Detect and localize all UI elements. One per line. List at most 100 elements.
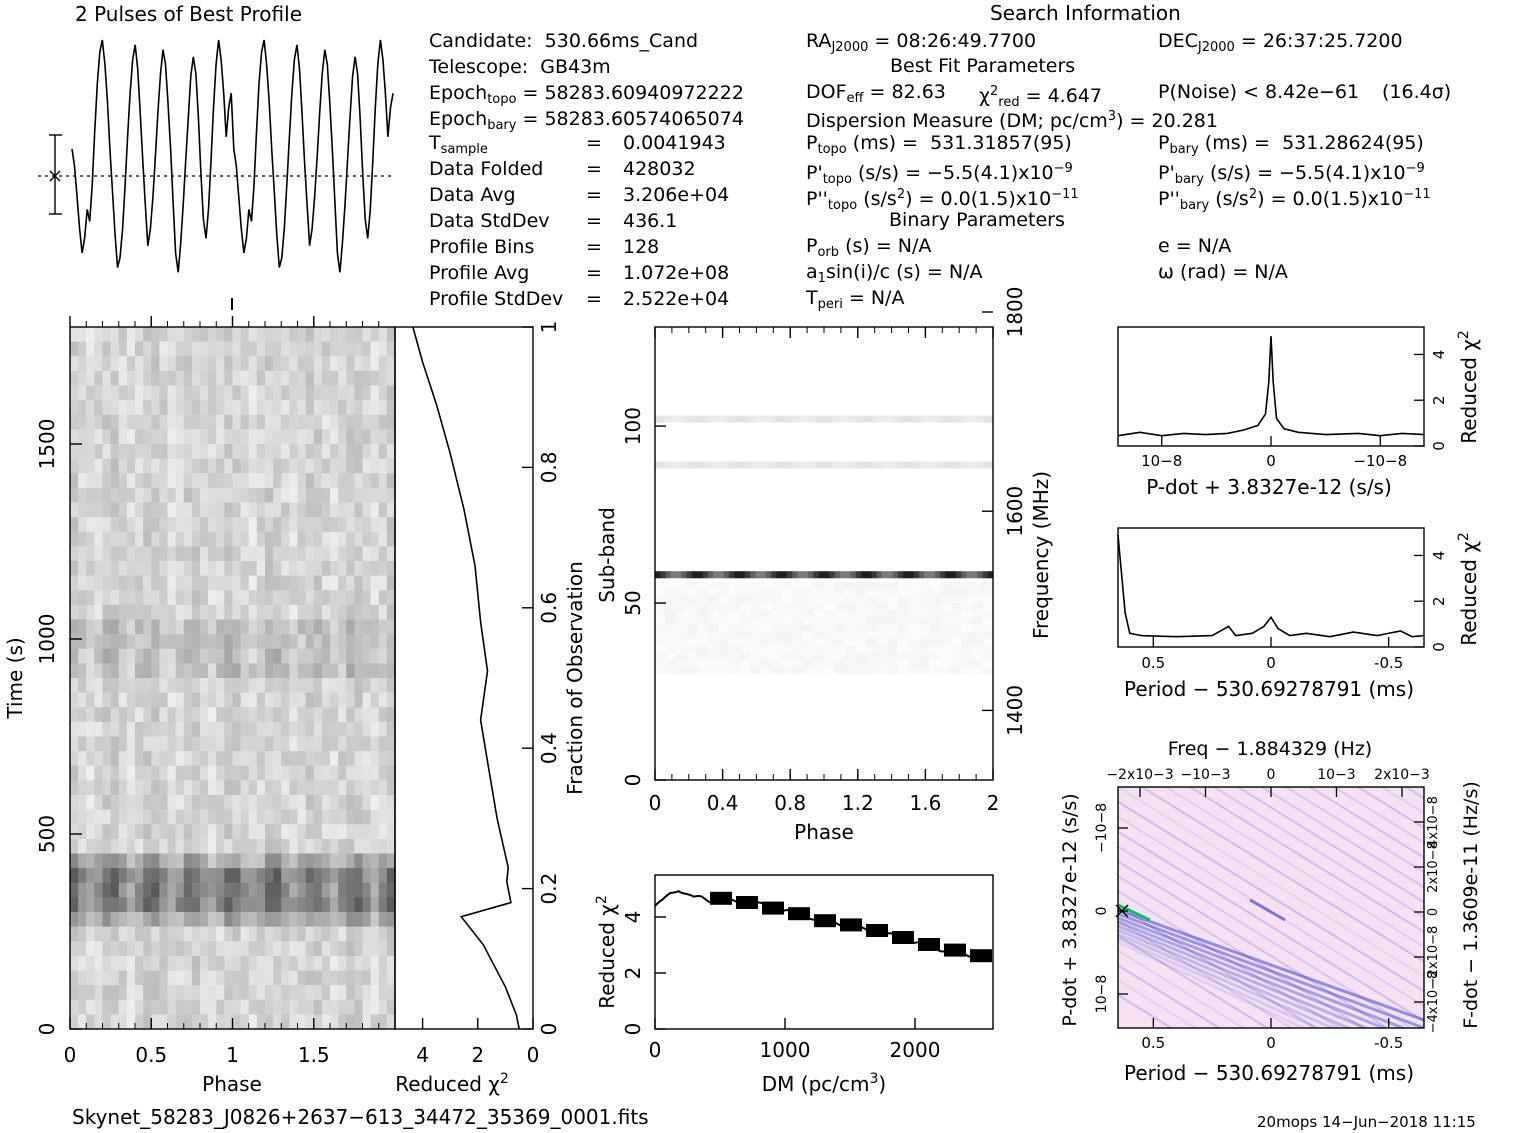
heatmap-cell [289,751,298,767]
heatmap-cell [354,795,363,810]
heatmap-cell [183,634,193,650]
subband-cell [929,652,941,660]
heatmap-cell [151,912,160,927]
subband-cell [966,461,973,469]
heatmap-cell [78,575,87,591]
heatmap-cell [102,634,111,650]
heatmap-cell [362,678,371,693]
heatmap-cell [305,517,315,533]
dm-sup: 3 [1107,109,1117,124]
heatmap-cell [94,517,103,533]
heatmap-cell [240,327,250,342]
heatmap-cell [362,517,371,533]
heatmap-cell [248,400,258,416]
heatmap-cell [321,429,331,445]
heatmap-cell [126,634,136,650]
heatmap-cell [273,356,282,372]
subband-cell [697,588,709,597]
heatmap-cell [86,473,95,489]
heatmap-cell [297,341,306,357]
subband-cell [908,610,920,618]
heatmap-cell [118,414,128,430]
heatmap-cell [378,751,388,767]
heatmap-cell [338,487,347,503]
heatmap-cell [175,634,185,650]
x-tick-label: 4 [416,1043,429,1067]
epoch-topo-sub: topo [487,92,517,107]
subband-cell [950,617,962,625]
heatmap-cell [240,707,250,723]
subband-cell [855,603,867,611]
heatmap-cell [183,868,193,884]
subband-cell [966,415,973,423]
heatmap-cell [256,634,266,650]
heatmap-cell [232,912,241,927]
subband-cell [940,461,946,469]
subband-cell [971,461,978,469]
heatmap-cell [248,809,258,825]
subband-cell [655,638,666,646]
heatmap-cell [346,487,355,503]
map-stripe [1309,787,1424,859]
heatmap-cell [126,327,136,342]
heatmap-cell [265,327,274,342]
heatmap-cell [167,824,176,840]
subband-cell [728,603,740,611]
subband-cell [866,588,878,597]
heatmap-cell [240,985,250,1001]
heatmap-cell [321,414,331,430]
heatmap-cell [362,648,371,664]
subband-cell [913,461,920,469]
heatmap-cell [265,502,274,518]
heatmap-cell [143,707,152,723]
heatmap-cell [273,853,282,869]
heatmap-cell [191,487,201,503]
heatmap-cell [78,736,87,752]
heatmap-cell [126,897,136,913]
heatmap-cell [281,502,290,518]
ra-label: RA [806,30,832,52]
heatmap-cell [135,678,144,693]
heatmap-cell [183,985,193,1001]
candidate-value: 530.66ms_Cand [544,30,699,52]
subband-cell [950,610,962,618]
heatmap-cell [370,458,380,474]
heatmap-cell [354,634,363,650]
subband-cell [728,588,740,597]
subband-cell [781,631,793,639]
subband-cell [728,595,740,604]
heatmap-cell [175,590,185,606]
heatmap-cell [378,882,388,898]
heatmap-cell [143,619,152,635]
heatmap-cell [200,327,209,342]
heatmap-cell [354,1014,363,1030]
heatmap-cell [297,824,306,840]
heatmap-cell [281,780,290,796]
subband-cell [903,415,909,423]
subband-cell [718,631,730,639]
heatmap-cell [143,429,152,445]
time-phase-xlabel: Phase [202,1072,262,1096]
y-tick-label: 2 [621,967,645,980]
subband-cell [697,595,709,604]
heatmap-cell [378,502,388,518]
map-stripe [1118,874,1366,1028]
heatmap-cell [126,853,136,869]
subband-cell [655,624,666,632]
heatmap-cell [265,634,274,650]
heatmap-cell [354,897,363,913]
heatmap-cell [305,707,315,723]
heatmap-cell [94,912,103,927]
heatmap-cell [240,853,250,869]
heatmap-cell [135,458,144,474]
heatmap-cell [159,619,168,635]
heatmap-cell [70,487,79,503]
heatmap-cell [354,414,363,430]
heatmap-cell [102,985,111,1001]
heatmap-cell [224,838,233,854]
heatmap-cell [208,648,217,664]
subband-cell [855,610,867,618]
subband-cell [945,571,952,579]
param-eq: = [586,184,602,206]
